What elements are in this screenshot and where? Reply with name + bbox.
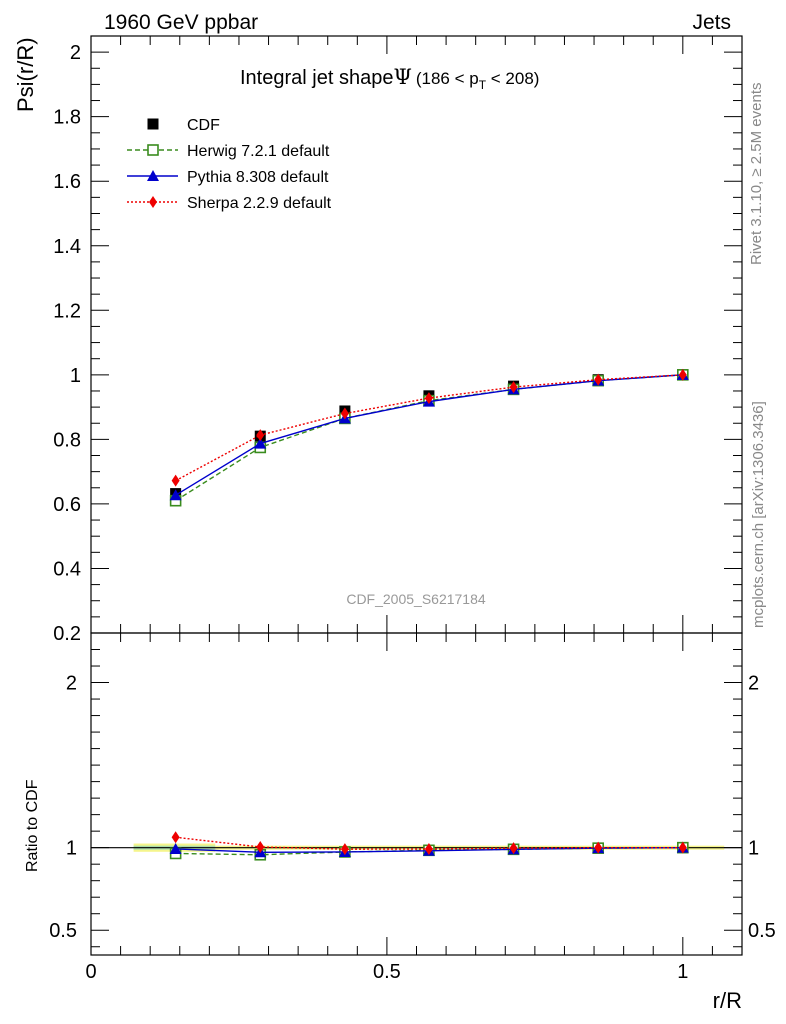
- ratio-plot-panel: Ratio to CDF r/R 0 0.5 1 0.5 0.5 1 1 2 2: [24, 632, 776, 1013]
- ratio-sherpa-point: [171, 831, 180, 844]
- legend-pythia-label: Pythia 8.308 default: [187, 169, 329, 186]
- y-tick-label: 2: [66, 673, 77, 695]
- y-tick-label: 0.2: [53, 623, 81, 645]
- header-process-label: Jets: [692, 11, 731, 34]
- y-tick-label-right: 1: [748, 838, 759, 860]
- y-tick-label: 2: [70, 42, 81, 64]
- legend-sherpa-marker: [149, 196, 157, 208]
- legend-pythia-marker: [147, 170, 159, 181]
- ratio-sherpa-point: [340, 843, 349, 856]
- y-tick-label: 0.5: [49, 920, 77, 942]
- y-tick-label-right: 0.5: [748, 920, 776, 942]
- mcplots-label: mcplots.cern.ch [arXiv:1306.3436]: [750, 401, 767, 628]
- x-axis-label: r/R: [713, 988, 742, 1013]
- ratio-sherpa-point: [678, 841, 687, 854]
- main-plot-panel: Integral jet shapeΨ (186 < pT < 208) Psi(…: [13, 35, 743, 645]
- main-y-axis-label: Psi(r/R): [13, 37, 38, 112]
- y-tick-label: 1: [70, 365, 81, 387]
- ratio-plot-frame: [90, 632, 743, 956]
- ratio-sherpa-point: [256, 841, 265, 854]
- y-tick-label: 1: [66, 838, 77, 860]
- y-tick-label: 0.4: [53, 558, 81, 580]
- y-tick-label-right: 2: [748, 673, 759, 695]
- main-sherpa-point: [594, 373, 603, 386]
- header-energy-label: 1960 GeV ppbar: [104, 11, 258, 34]
- x-tick-label: 1: [677, 961, 688, 983]
- main-sherpa-point: [340, 407, 349, 420]
- ratio-y-axis-label: Ratio to CDF: [24, 779, 41, 872]
- y-tick-label: 1.6: [53, 171, 81, 193]
- legend: CDF Herwig 7.2.1 default Pythia 8.308 defa…: [127, 117, 332, 212]
- y-tick-label: 0.6: [53, 494, 81, 516]
- y-tick-label: 0.8: [53, 429, 81, 451]
- ratio-sherpa-point: [509, 842, 518, 855]
- legend-sherpa-label: Sherpa 2.2.9 default: [187, 195, 332, 212]
- main-sherpa-point: [678, 368, 687, 381]
- y-tick-label: 1.2: [53, 300, 81, 322]
- y-tick-label: 1.8: [53, 107, 81, 129]
- ratio-sherpa-point: [594, 841, 603, 854]
- ratio-pythia-point: [169, 842, 182, 854]
- main-sherpa-point: [424, 392, 433, 405]
- analysis-watermark: CDF_2005_S6217184: [346, 591, 486, 607]
- legend-herwig-marker: [147, 144, 159, 156]
- main-plot-title: Integral jet shapeΨ (186 < pT < 208): [240, 65, 539, 92]
- y-tick-label: 1.4: [53, 236, 81, 258]
- ratio-sherpa-point: [424, 842, 433, 855]
- x-tick-label: 0: [85, 961, 96, 983]
- rivet-version-label: Rivet 3.1.10, ≥ 2.5M events: [748, 83, 765, 266]
- main-sherpa-point: [256, 429, 265, 442]
- main-pythia-point: [254, 437, 267, 449]
- x-tick-label: 0.5: [373, 961, 401, 983]
- main-pythia-point: [169, 489, 182, 501]
- legend-cdf-marker: [147, 118, 159, 130]
- main-sherpa-point: [509, 381, 518, 394]
- main-sherpa-point: [171, 474, 180, 487]
- legend-herwig-label: Herwig 7.2.1 default: [187, 143, 330, 160]
- legend-cdf-label: CDF: [187, 117, 220, 134]
